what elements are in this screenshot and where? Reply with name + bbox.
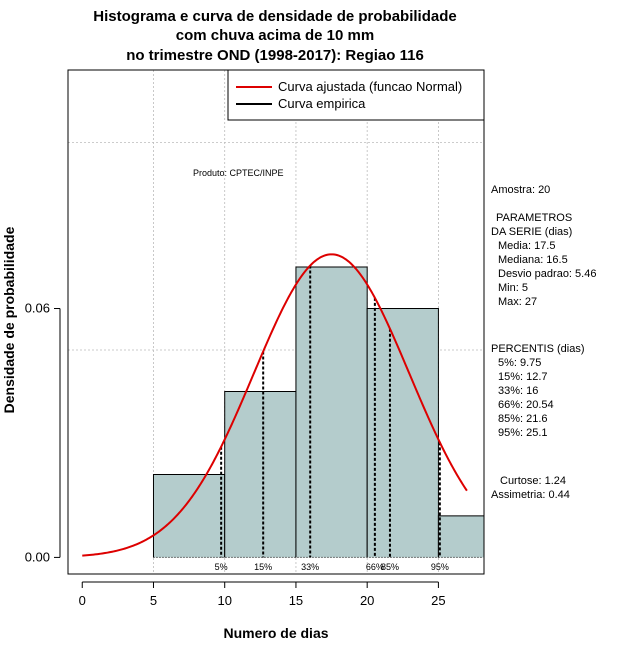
pct-66: 66%: 20.54 bbox=[498, 399, 554, 411]
x-tick-label-3: 15 bbox=[289, 593, 303, 608]
chart-title-line-2: com chuva acima de 10 mm bbox=[176, 27, 374, 44]
empirical-step-3 bbox=[366, 308, 439, 558]
legend: Curva ajustada (funcao Normal) Curva emp… bbox=[227, 69, 485, 121]
x-tick-label-0: 0 bbox=[79, 593, 86, 608]
param-sd: Desvio padrao: 5.46 bbox=[498, 268, 596, 280]
histogram-bar-4 bbox=[438, 515, 484, 558]
histogram-bar-2 bbox=[295, 267, 368, 558]
percentile-label-3: 66% bbox=[366, 562, 384, 572]
pct-95: 95%: 25.1 bbox=[498, 427, 548, 439]
y-tick-label-0: 0.00 bbox=[25, 549, 50, 564]
x-axis-label: Numero de dias bbox=[223, 625, 328, 641]
pct-title: PERCENTIS (dias) bbox=[491, 343, 585, 355]
percentile-label-0: 5% bbox=[215, 562, 228, 572]
legend-box bbox=[227, 69, 485, 121]
pct-33: 33%: 16 bbox=[498, 385, 538, 397]
pct-15: 15%: 12.7 bbox=[498, 371, 548, 383]
chart-title-line-1: Histograma e curva de densidade de proba… bbox=[93, 8, 456, 25]
legend-label-fitted: Curva ajustada (funcao Normal) bbox=[278, 79, 462, 94]
x-tick-label-2: 10 bbox=[217, 593, 231, 608]
x-tick-label-1: 5 bbox=[150, 593, 157, 608]
axes: 0 5 10 15 20 25 0.00 0.06 bbox=[25, 301, 446, 608]
percentile-label-2: 33% bbox=[301, 562, 319, 572]
percentile-label-5: 95% bbox=[431, 562, 449, 572]
percentile-label-1: 15% bbox=[254, 562, 272, 572]
histogram-bar-0 bbox=[153, 474, 225, 558]
y-axis-label: Densidade de probabilidade bbox=[1, 226, 17, 413]
histogram-bars bbox=[152, 266, 485, 558]
x-tick-label-4: 20 bbox=[360, 593, 374, 608]
params-subtitle: DA SERIE (dias) bbox=[491, 226, 572, 238]
params-title: PARAMETROS bbox=[496, 212, 572, 224]
skewness: Assimetria: 0.44 bbox=[491, 489, 570, 501]
param-max: Max: 27 bbox=[498, 296, 537, 308]
param-mean: Media: 17.5 bbox=[498, 240, 555, 252]
pct-85: 85%: 21.6 bbox=[498, 413, 548, 425]
percentile-label-4: 85% bbox=[381, 562, 399, 572]
stats-panel: Amostra: 20 PARAMETROS DA SERIE (dias) M… bbox=[491, 184, 596, 501]
param-min: Min: 5 bbox=[498, 282, 528, 294]
histogram-bar-3 bbox=[367, 308, 439, 558]
x-tick-label-5: 25 bbox=[431, 593, 445, 608]
normal-fit-curve bbox=[82, 253, 468, 557]
sample-size: Amostra: 20 bbox=[491, 184, 550, 196]
pct-5: 5%: 9.75 bbox=[498, 357, 541, 369]
product-credit: Produto: CPTEC/INPE bbox=[193, 168, 284, 178]
percentile-markers: 5% 15% 33% 66%85% 95% bbox=[215, 265, 449, 572]
kurtosis: Curtose: 1.24 bbox=[500, 475, 566, 487]
param-median: Mediana: 16.5 bbox=[498, 254, 568, 266]
legend-label-empirical: Curva empirica bbox=[278, 96, 366, 111]
histogram-bar-1 bbox=[224, 391, 296, 558]
curves bbox=[82, 253, 468, 557]
y-tick-label-1: 0.06 bbox=[25, 301, 50, 316]
chart-title-line-3: no trimestre OND (1998-2017): Regiao 116 bbox=[126, 47, 424, 64]
